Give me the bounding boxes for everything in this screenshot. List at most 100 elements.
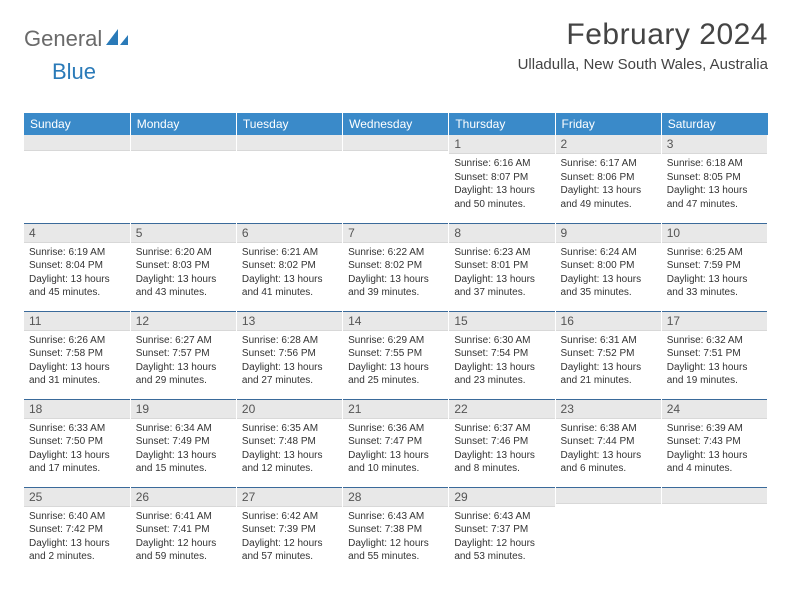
calendar-cell: [24, 135, 130, 223]
calendar-cell: 10Sunrise: 6:25 AMSunset: 7:59 PMDayligh…: [661, 223, 767, 311]
day-info: Sunrise: 6:30 AMSunset: 7:54 PMDaylight:…: [453, 334, 550, 388]
logo-text-general: General: [24, 26, 102, 52]
day-number: 24: [662, 400, 767, 419]
calendar-cell: [236, 135, 342, 223]
sunset-text: Sunset: 8:02 PM: [242, 259, 337, 273]
day-number: 20: [237, 400, 342, 419]
sunrise-text: Sunrise: 6:32 AM: [667, 334, 762, 348]
day-number: 12: [131, 312, 236, 331]
daylight-text: Daylight: 13 hours and 19 minutes.: [667, 361, 762, 388]
calendar-cell: 24Sunrise: 6:39 AMSunset: 7:43 PMDayligh…: [661, 399, 767, 487]
day-info: Sunrise: 6:35 AMSunset: 7:48 PMDaylight:…: [241, 422, 338, 476]
daylight-text: Daylight: 13 hours and 35 minutes.: [561, 273, 656, 300]
day-number: 25: [24, 488, 130, 507]
sunrise-text: Sunrise: 6:30 AM: [454, 334, 549, 348]
day-header: Friday: [555, 113, 661, 135]
sunset-text: Sunset: 7:44 PM: [561, 435, 656, 449]
day-header: Saturday: [661, 113, 767, 135]
day-number: 15: [449, 312, 554, 331]
daylight-text: Daylight: 13 hours and 45 minutes.: [29, 273, 125, 300]
sunset-text: Sunset: 7:59 PM: [667, 259, 762, 273]
calendar-cell: 23Sunrise: 6:38 AMSunset: 7:44 PMDayligh…: [555, 399, 661, 487]
sunrise-text: Sunrise: 6:21 AM: [242, 246, 337, 260]
calendar-cell: 26Sunrise: 6:41 AMSunset: 7:41 PMDayligh…: [130, 487, 236, 575]
sunrise-text: Sunrise: 6:22 AM: [348, 246, 443, 260]
calendar-cell: 22 Sunrise: 6:37 AMSunset: 7:46 PMDayligh…: [449, 399, 555, 487]
day-number: 11: [24, 312, 130, 331]
calendar-cell: 28Sunrise: 6:43 AMSunset: 7:38 PMDayligh…: [343, 487, 449, 575]
daylight-text: Daylight: 13 hours and 2 minutes.: [29, 537, 125, 564]
logo-text-blue: Blue: [52, 59, 792, 85]
calendar-cell: 12Sunrise: 6:27 AMSunset: 7:57 PMDayligh…: [130, 311, 236, 399]
daylight-text: Daylight: 13 hours and 39 minutes.: [348, 273, 443, 300]
logo-sail-icon: [104, 27, 130, 52]
daylight-text: Daylight: 13 hours and 15 minutes.: [136, 449, 231, 476]
sunrise-text: Sunrise: 6:31 AM: [561, 334, 656, 348]
day-info: Sunrise: 6:24 AMSunset: 8:00 PMDaylight:…: [560, 246, 657, 300]
daylight-text: Daylight: 13 hours and 43 minutes.: [136, 273, 231, 300]
daylight-text: Daylight: 13 hours and 29 minutes.: [136, 361, 231, 388]
calendar-cell: 7Sunrise: 6:22 AMSunset: 8:02 PMDaylight…: [343, 223, 449, 311]
calendar-cell: 16 Sunrise: 6:31 AMSunset: 7:52 PMDayligh…: [555, 311, 661, 399]
sunset-text: Sunset: 8:00 PM: [561, 259, 656, 273]
daylight-text: Daylight: 13 hours and 21 minutes.: [561, 361, 656, 388]
daylight-text: Daylight: 13 hours and 25 minutes.: [348, 361, 443, 388]
calendar-week: 25 Sunrise: 6:40 AMSunset: 7:42 PMDayligh…: [24, 487, 768, 575]
calendar-cell: 9Sunrise: 6:24 AMSunset: 8:00 PMDaylight…: [555, 223, 661, 311]
daylight-text: Daylight: 13 hours and 12 minutes.: [242, 449, 337, 476]
sunset-text: Sunset: 7:56 PM: [242, 347, 337, 361]
sunset-text: Sunset: 7:39 PM: [242, 523, 337, 537]
calendar-week: 1Sunrise: 6:16 AMSunset: 8:07 PMDaylight…: [24, 135, 768, 223]
day-number: [662, 488, 767, 504]
sunrise-text: Sunrise: 6:42 AM: [242, 510, 337, 524]
day-info: Sunrise: 6:37 AMSunset: 7:46 PMDaylight:…: [453, 422, 550, 476]
calendar-cell: 2Sunrise: 6:17 AMSunset: 8:06 PMDaylight…: [555, 135, 661, 223]
calendar-table: SundayMondayTuesdayWednesdayThursdayFrid…: [24, 113, 768, 575]
day-info: Sunrise: 6:41 AMSunset: 7:41 PMDaylight:…: [135, 510, 232, 564]
sunset-text: Sunset: 7:41 PM: [136, 523, 231, 537]
day-info: Sunrise: 6:40 AMSunset: 7:42 PMDaylight:…: [28, 510, 126, 564]
day-info: Sunrise: 6:28 AMSunset: 7:56 PMDaylight:…: [241, 334, 338, 388]
day-info: Sunrise: 6:31 AMSunset: 7:52 PMDaylight:…: [560, 334, 657, 388]
day-info: Sunrise: 6:25 AMSunset: 7:59 PMDaylight:…: [666, 246, 763, 300]
sunset-text: Sunset: 8:04 PM: [29, 259, 125, 273]
sunset-text: Sunset: 7:48 PM: [242, 435, 337, 449]
day-header: Thursday: [449, 113, 555, 135]
day-number: 28: [343, 488, 448, 507]
daylight-text: Daylight: 13 hours and 6 minutes.: [561, 449, 656, 476]
sunrise-text: Sunrise: 6:19 AM: [29, 246, 125, 260]
sunset-text: Sunset: 7:46 PM: [454, 435, 549, 449]
sunrise-text: Sunrise: 6:28 AM: [242, 334, 337, 348]
sunset-text: Sunset: 8:03 PM: [136, 259, 231, 273]
day-info: Sunrise: 6:42 AMSunset: 7:39 PMDaylight:…: [241, 510, 338, 564]
sunrise-text: Sunrise: 6:40 AM: [29, 510, 125, 524]
day-header: Monday: [130, 113, 236, 135]
sunset-text: Sunset: 8:01 PM: [454, 259, 549, 273]
day-number: 3: [662, 135, 767, 154]
calendar-cell: 11Sunrise: 6:26 AMSunset: 7:58 PMDayligh…: [24, 311, 130, 399]
day-number: 4: [24, 224, 130, 243]
sunrise-text: Sunrise: 6:43 AM: [348, 510, 443, 524]
sunset-text: Sunset: 7:55 PM: [348, 347, 443, 361]
day-number: 16: [556, 312, 661, 331]
sunset-text: Sunset: 7:37 PM: [454, 523, 549, 537]
sunset-text: Sunset: 7:43 PM: [667, 435, 762, 449]
day-number: 29: [449, 488, 554, 507]
day-info: Sunrise: 6:20 AMSunset: 8:03 PMDaylight:…: [135, 246, 232, 300]
day-number: 2: [556, 135, 661, 154]
day-info: Sunrise: 6:19 AMSunset: 8:04 PMDaylight:…: [28, 246, 126, 300]
day-number: [131, 135, 236, 151]
daylight-text: Daylight: 13 hours and 31 minutes.: [29, 361, 125, 388]
sunset-text: Sunset: 7:54 PM: [454, 347, 549, 361]
calendar-cell: 13Sunrise: 6:28 AMSunset: 7:56 PMDayligh…: [236, 311, 342, 399]
daylight-text: Daylight: 12 hours and 53 minutes.: [454, 537, 549, 564]
sunrise-text: Sunrise: 6:24 AM: [561, 246, 656, 260]
daylight-text: Daylight: 12 hours and 59 minutes.: [136, 537, 231, 564]
day-number: 19: [131, 400, 236, 419]
day-number: 21: [343, 400, 448, 419]
day-header: Tuesday: [236, 113, 342, 135]
day-number: 22: [449, 400, 554, 419]
sunrise-text: Sunrise: 6:33 AM: [29, 422, 125, 436]
daylight-text: Daylight: 13 hours and 10 minutes.: [348, 449, 443, 476]
sunset-text: Sunset: 8:07 PM: [454, 171, 549, 185]
